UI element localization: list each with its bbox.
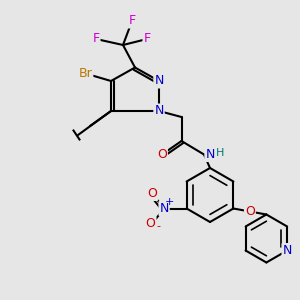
Text: O: O: [146, 217, 156, 230]
Text: F: F: [92, 32, 100, 46]
Text: N: N: [159, 202, 169, 215]
Text: H: H: [216, 148, 225, 158]
Text: O: O: [147, 187, 157, 200]
Text: N: N: [283, 244, 292, 257]
Text: N: N: [205, 148, 215, 161]
Text: Br: Br: [79, 67, 92, 80]
Text: F: F: [143, 32, 151, 46]
Text: O: O: [245, 205, 255, 218]
Text: -: -: [157, 221, 161, 232]
Text: O: O: [157, 148, 167, 161]
Text: F: F: [128, 14, 136, 28]
Text: N: N: [154, 74, 164, 88]
Text: +: +: [165, 197, 174, 207]
Text: N: N: [154, 104, 164, 118]
